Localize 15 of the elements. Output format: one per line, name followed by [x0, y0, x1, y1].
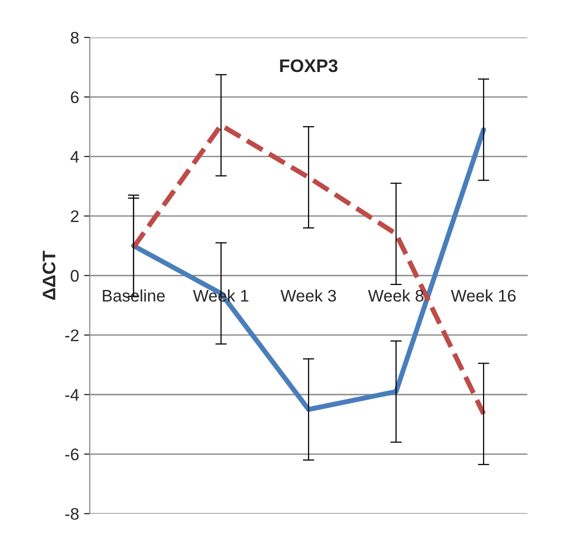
x-tick-label: Week 8: [368, 289, 424, 302]
y-tick-label: -4: [65, 389, 79, 401]
y-tick-label: 4: [70, 151, 79, 163]
y-tick-label: 6: [70, 91, 79, 104]
text: FOXP3: [280, 59, 338, 72]
y-tick-label: -2: [65, 329, 79, 342]
x-tick-label: Week 3: [280, 289, 336, 302]
y-tick-label: -8: [65, 508, 79, 520]
x-tick-label: Week 16: [450, 289, 516, 302]
y-tick-label: 8: [70, 32, 79, 44]
x-tick-label: Baseline: [102, 289, 165, 302]
y-tick-label: 2: [70, 210, 79, 222]
y-tick-label: -6: [65, 448, 79, 460]
y-axis-title: ΔΔCT: [42, 250, 56, 300]
y-tick-label: 0: [70, 270, 79, 282]
